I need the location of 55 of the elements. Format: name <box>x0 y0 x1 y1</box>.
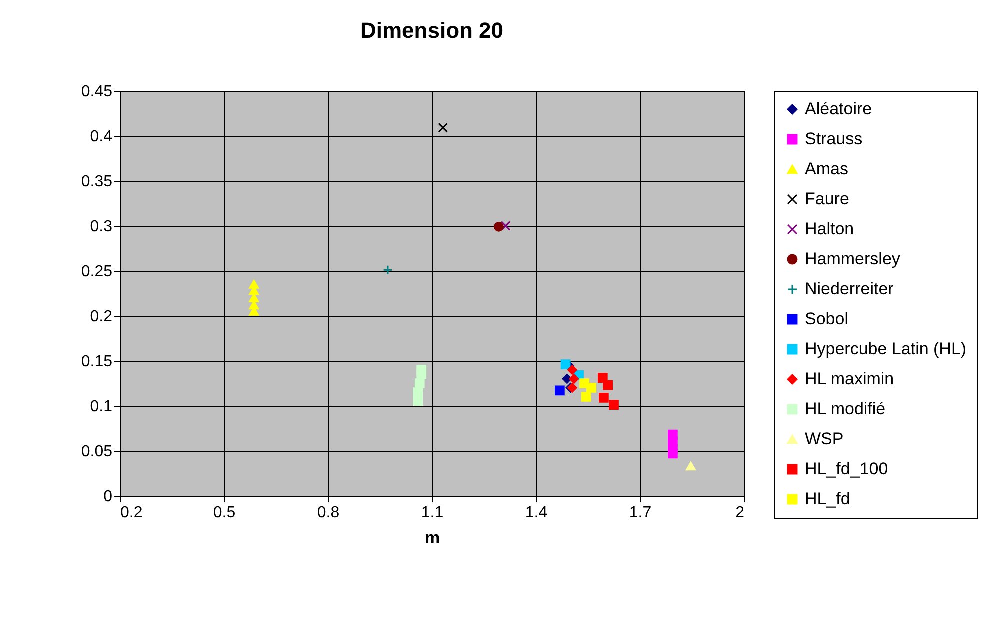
x-tick-label: 1.4 <box>525 504 548 522</box>
y-tick-label: 0.3 <box>90 218 113 236</box>
legend-label: Amas <box>805 160 848 178</box>
point <box>560 360 571 370</box>
point <box>609 400 619 410</box>
legend-label: WSP <box>805 430 844 448</box>
point <box>249 280 260 289</box>
y-tick-label: 0.45 <box>81 84 113 100</box>
legend-label: Aléatoire <box>805 100 872 118</box>
legend-label: Hypercube Latin (HL) <box>805 340 967 358</box>
y-tick-label: 0.05 <box>81 444 113 460</box>
legend-label: HL maximin <box>805 370 894 388</box>
y-tick-label: 0.35 <box>81 174 113 190</box>
point <box>567 365 578 375</box>
y-tick-label: 0.2 <box>90 308 113 326</box>
point <box>414 378 425 388</box>
y-tick-label: 0 <box>104 488 113 506</box>
point <box>500 221 511 231</box>
point <box>581 392 592 402</box>
legend-label: Sobol <box>805 310 848 328</box>
y-tick-label: 0.25 <box>81 264 113 280</box>
legend-label: Halton <box>805 220 854 238</box>
legend-label: HL modifié <box>805 400 886 418</box>
legend-label: HL_fd_100 <box>805 460 888 478</box>
x-tick-label: 0.5 <box>213 504 236 522</box>
point <box>494 222 504 232</box>
legend-label: Faure <box>805 190 850 208</box>
point <box>686 462 696 471</box>
x-tick-label: 2 <box>736 504 745 522</box>
x-tick-label: 0.8 <box>317 504 340 522</box>
legend-label: HL_fd <box>805 490 850 508</box>
point <box>668 448 678 459</box>
point <box>603 380 614 390</box>
y-tick-label: 0.4 <box>90 128 113 146</box>
y-tick-label: 0.15 <box>81 354 113 370</box>
x-axis-title: m <box>424 528 440 548</box>
point <box>413 396 424 406</box>
y-tick-label: 0.1 <box>90 398 113 416</box>
legend-label: Strauss <box>805 130 863 148</box>
legend-label: Hammersley <box>805 250 901 268</box>
point <box>383 265 393 276</box>
point <box>554 386 565 396</box>
point <box>438 122 448 133</box>
point <box>569 374 580 384</box>
point <box>599 392 609 403</box>
point <box>249 300 260 310</box>
legend-label: Niederreiter <box>805 280 894 298</box>
x-tick-label: 1.7 <box>629 504 652 522</box>
point <box>249 294 260 302</box>
x-tick-label: 1.1 <box>421 504 444 522</box>
x-tick-label: 0.2 <box>120 504 143 522</box>
point <box>413 388 424 398</box>
point <box>586 383 596 393</box>
chart-title: Dimension 20 <box>360 18 504 43</box>
point <box>416 365 427 375</box>
